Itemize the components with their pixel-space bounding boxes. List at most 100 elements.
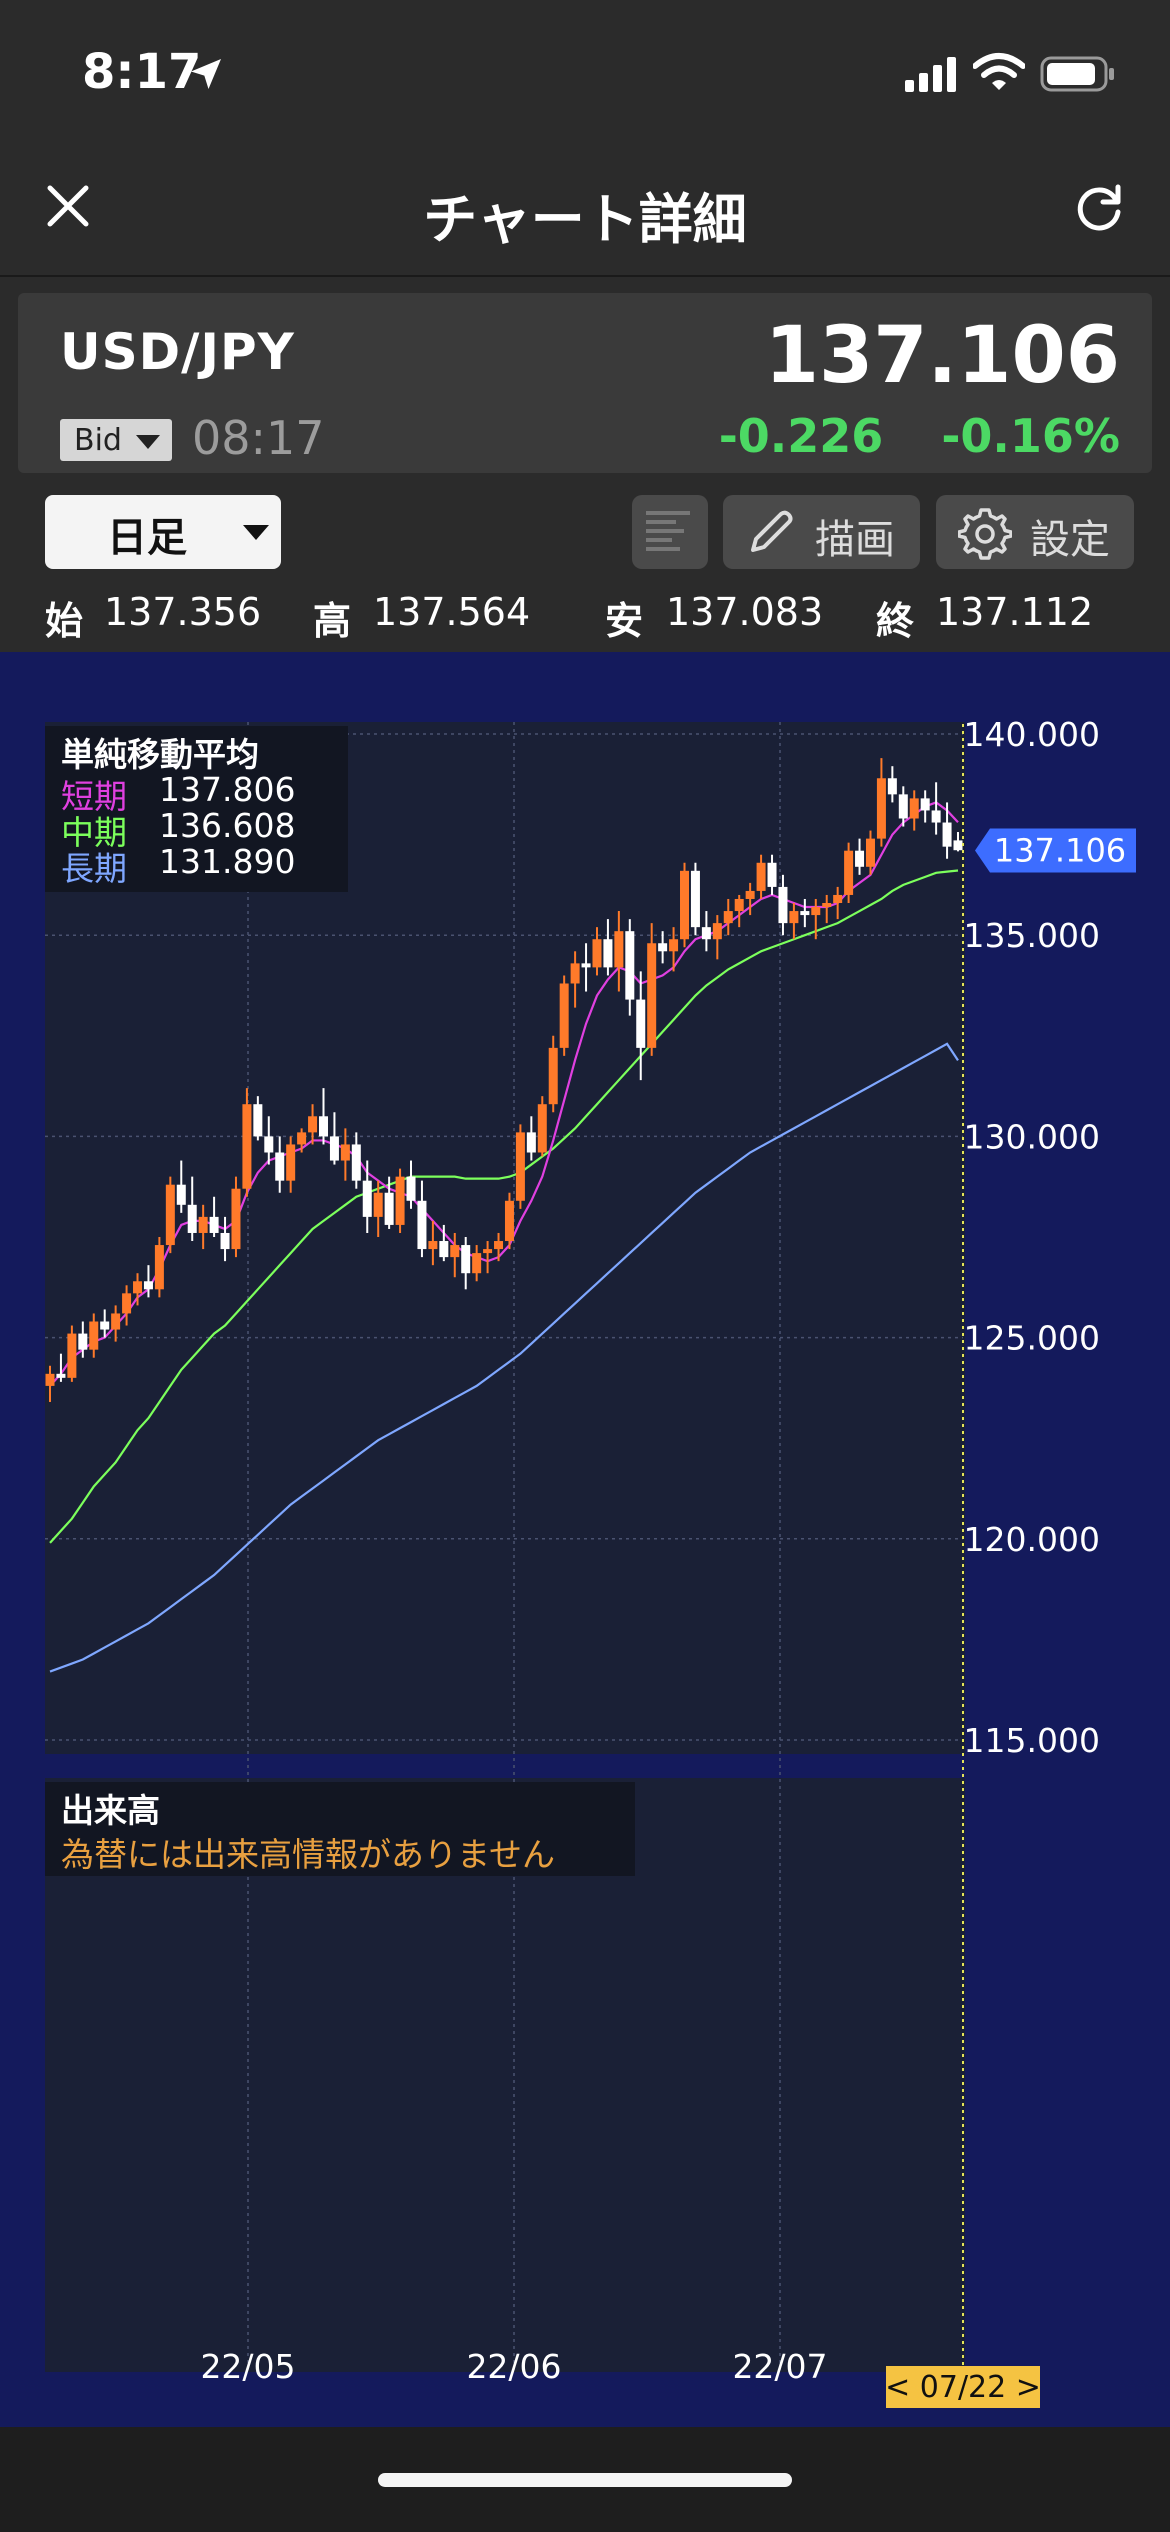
current-price-marker: 137.106 bbox=[975, 828, 1136, 873]
candle-body bbox=[220, 1232, 230, 1250]
price-chart[interactable]: 140.000 135.000 130.000 125.000 120.000 115.0… bbox=[0, 652, 1170, 2427]
candle bbox=[537, 1096, 547, 1157]
candle bbox=[89, 1313, 99, 1358]
candle bbox=[297, 1128, 307, 1153]
candle bbox=[209, 1196, 219, 1237]
candle bbox=[67, 1325, 77, 1382]
candle bbox=[165, 1176, 175, 1254]
candle-body bbox=[504, 1200, 514, 1242]
candle-body bbox=[373, 1192, 383, 1217]
sma-mid-label: 中期 bbox=[61, 813, 127, 852]
candle-body bbox=[789, 911, 799, 924]
candle-body bbox=[712, 923, 722, 940]
candle-body bbox=[745, 890, 755, 899]
candle-body bbox=[614, 931, 624, 968]
candle bbox=[570, 951, 580, 1008]
candle-body bbox=[822, 903, 832, 908]
candle-body bbox=[658, 943, 668, 952]
candle bbox=[100, 1309, 110, 1338]
candle bbox=[461, 1237, 471, 1290]
candle bbox=[395, 1168, 405, 1233]
candle bbox=[242, 1088, 252, 1197]
candle-body bbox=[887, 778, 897, 795]
page-title: チャート詳細 bbox=[423, 188, 747, 251]
candle-body bbox=[286, 1144, 296, 1181]
candle-body bbox=[461, 1245, 471, 1274]
candle bbox=[559, 975, 569, 1056]
candle bbox=[417, 1180, 427, 1258]
candle bbox=[636, 971, 646, 1081]
candle-body bbox=[231, 1188, 241, 1250]
candle bbox=[669, 927, 679, 972]
close-icon[interactable] bbox=[44, 182, 92, 230]
high-value: 137.564 bbox=[373, 590, 531, 634]
candle bbox=[778, 874, 788, 936]
candle-body bbox=[45, 1373, 55, 1386]
chart-grid bbox=[45, 722, 963, 2374]
candle-body bbox=[111, 1313, 121, 1330]
x-tick-label: 22/06 bbox=[466, 2347, 561, 2386]
nav-header: チャート詳細 bbox=[0, 150, 1170, 277]
home-indicator bbox=[378, 2473, 792, 2487]
chart-area[interactable]: 140.000 135.000 130.000 125.000 120.000 115.0… bbox=[0, 652, 1170, 2427]
candle-body bbox=[253, 1104, 263, 1137]
candle bbox=[789, 903, 799, 940]
candle bbox=[275, 1136, 285, 1193]
bid-ask-selector[interactable]: Bid bbox=[60, 419, 172, 461]
candle bbox=[494, 1232, 504, 1262]
quote-panel: USD/JPY 137.106 Bid 08:17 -0.226 -0.16% bbox=[18, 293, 1152, 473]
candle bbox=[811, 898, 821, 940]
candle-body bbox=[909, 798, 919, 819]
candle bbox=[133, 1273, 143, 1306]
candle-body bbox=[931, 810, 941, 823]
candle-body bbox=[472, 1253, 482, 1274]
period-selector[interactable]: 日足 bbox=[45, 495, 281, 569]
candle-body bbox=[767, 862, 777, 887]
candle-body bbox=[592, 939, 602, 968]
sma-short-value: 137.806 bbox=[159, 770, 296, 809]
candle-body bbox=[723, 911, 733, 924]
candle-body bbox=[154, 1245, 164, 1290]
wifi-icon bbox=[973, 53, 1025, 90]
y-tick-label: 135.000 bbox=[964, 916, 1100, 955]
candle bbox=[143, 1265, 153, 1298]
settings-label: 設定 bbox=[1030, 517, 1110, 563]
settings-button[interactable]: 設定 bbox=[936, 495, 1134, 569]
candle-body bbox=[264, 1136, 274, 1153]
refresh-icon[interactable] bbox=[1072, 180, 1126, 234]
draw-label: 描画 bbox=[815, 517, 895, 563]
candle-body bbox=[898, 794, 908, 819]
candle-body bbox=[329, 1136, 339, 1161]
candle-body bbox=[395, 1176, 405, 1225]
candle-body bbox=[680, 870, 690, 940]
candle bbox=[745, 882, 755, 916]
candle bbox=[723, 898, 733, 936]
candle bbox=[581, 943, 591, 992]
current-price-tag-label: 137.106 bbox=[994, 831, 1126, 869]
candle-body bbox=[625, 931, 635, 1000]
candle bbox=[406, 1160, 416, 1209]
y-tick-label: 130.000 bbox=[964, 1117, 1100, 1156]
candle-body bbox=[384, 1192, 394, 1225]
indicator-panel-button[interactable] bbox=[632, 495, 708, 569]
candle bbox=[78, 1321, 88, 1358]
candle-body bbox=[526, 1132, 536, 1153]
cellular-signal-icon bbox=[905, 57, 956, 92]
candle-body bbox=[701, 927, 711, 940]
change-percent: -0.16% bbox=[941, 409, 1120, 463]
candle bbox=[45, 1365, 55, 1402]
candle bbox=[865, 830, 875, 875]
candle bbox=[373, 1180, 383, 1237]
candle-body bbox=[67, 1333, 77, 1378]
close-label: 終 bbox=[876, 599, 915, 643]
candle-body bbox=[669, 939, 679, 952]
candle bbox=[909, 790, 919, 831]
candle bbox=[439, 1224, 449, 1262]
candle-body bbox=[494, 1241, 504, 1250]
draw-button[interactable]: 描画 bbox=[723, 495, 920, 569]
candle-body bbox=[122, 1293, 132, 1314]
candle bbox=[658, 931, 668, 964]
candle-body bbox=[559, 983, 569, 1048]
candle bbox=[176, 1160, 186, 1213]
candle-body bbox=[734, 898, 744, 912]
